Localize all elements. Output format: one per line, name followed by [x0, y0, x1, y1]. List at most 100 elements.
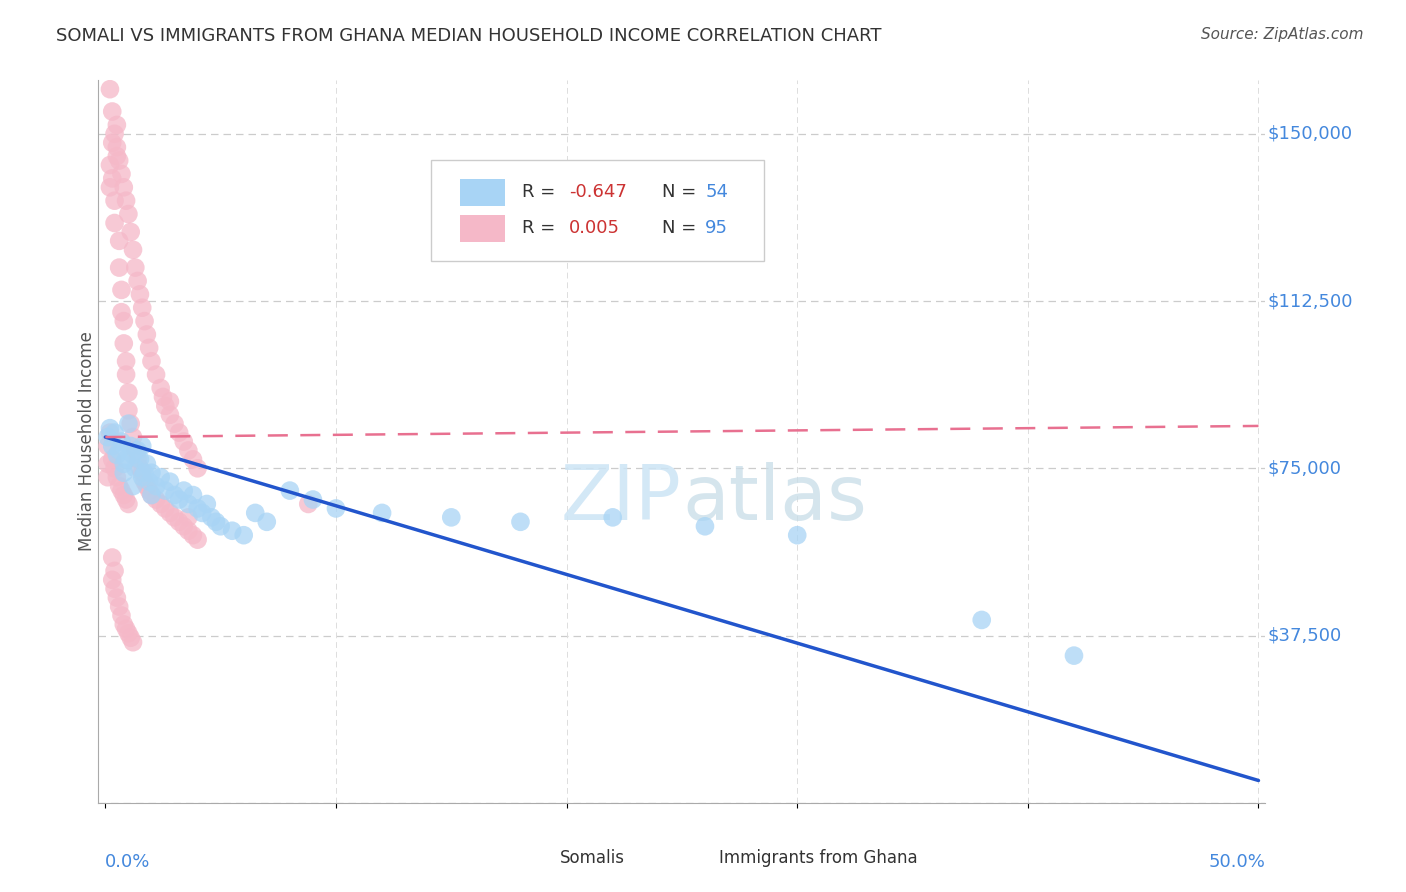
- Text: 54: 54: [706, 183, 728, 202]
- Point: [134, 475, 156, 489]
- Point: [124, 443, 146, 458]
- Point: [127, 443, 149, 458]
- Point: [98, 180, 121, 194]
- Point: [105, 118, 128, 132]
- Point: [101, 439, 124, 453]
- Point: [209, 519, 232, 533]
- Point: [134, 466, 156, 480]
- Point: [112, 180, 135, 194]
- Point: [98, 421, 121, 435]
- Point: [173, 483, 195, 498]
- FancyBboxPatch shape: [671, 848, 707, 870]
- Y-axis label: Median Household Income: Median Household Income: [79, 332, 96, 551]
- Point: [131, 301, 153, 315]
- Point: [173, 519, 195, 533]
- Point: [117, 385, 139, 400]
- Point: [120, 225, 142, 239]
- Text: 0.005: 0.005: [568, 219, 620, 237]
- Point: [145, 368, 167, 382]
- Point: [115, 368, 138, 382]
- Point: [195, 497, 218, 511]
- Point: [167, 492, 190, 507]
- Point: [103, 425, 125, 440]
- FancyBboxPatch shape: [460, 215, 505, 242]
- Point: [187, 461, 209, 475]
- Point: [159, 475, 181, 489]
- Point: [325, 501, 347, 516]
- Point: [145, 492, 167, 507]
- Point: [108, 599, 131, 614]
- Point: [110, 283, 132, 297]
- Point: [159, 394, 181, 409]
- Point: [159, 408, 181, 422]
- Point: [97, 430, 120, 444]
- Point: [129, 461, 152, 475]
- Point: [110, 305, 132, 319]
- FancyBboxPatch shape: [432, 160, 763, 260]
- Point: [124, 260, 146, 275]
- Point: [155, 399, 177, 413]
- Point: [120, 631, 142, 645]
- Point: [256, 515, 278, 529]
- Point: [117, 403, 139, 417]
- Point: [101, 452, 124, 467]
- Point: [181, 452, 204, 467]
- Point: [101, 550, 124, 565]
- Point: [131, 439, 153, 453]
- Text: SOMALI VS IMMIGRANTS FROM GHANA MEDIAN HOUSEHOLD INCOME CORRELATION CHART: SOMALI VS IMMIGRANTS FROM GHANA MEDIAN H…: [56, 27, 882, 45]
- Point: [1063, 648, 1085, 663]
- Point: [129, 287, 152, 301]
- Point: [110, 434, 132, 449]
- Text: $75,000: $75,000: [1268, 459, 1341, 477]
- Point: [110, 483, 132, 498]
- Point: [135, 479, 157, 493]
- Point: [149, 381, 172, 395]
- Point: [970, 613, 993, 627]
- Text: $112,500: $112,500: [1268, 292, 1353, 310]
- Text: 95: 95: [706, 219, 728, 237]
- Point: [117, 417, 139, 431]
- Point: [163, 510, 186, 524]
- Point: [138, 341, 160, 355]
- Point: [302, 492, 325, 507]
- Point: [117, 207, 139, 221]
- Point: [129, 452, 152, 467]
- Point: [187, 533, 209, 547]
- Point: [127, 452, 149, 467]
- Text: Source: ZipAtlas.com: Source: ZipAtlas.com: [1201, 27, 1364, 42]
- Text: Immigrants from Ghana: Immigrants from Ghana: [720, 849, 918, 867]
- Point: [120, 439, 142, 453]
- Text: 0.0%: 0.0%: [105, 854, 150, 871]
- Point: [115, 492, 138, 507]
- Point: [108, 479, 131, 493]
- Text: atlas: atlas: [682, 462, 866, 536]
- Point: [152, 390, 174, 404]
- Point: [103, 582, 125, 596]
- Point: [177, 443, 200, 458]
- Point: [97, 470, 120, 484]
- Point: [98, 82, 121, 96]
- Point: [103, 127, 125, 141]
- Point: [167, 515, 190, 529]
- Text: N =: N =: [662, 219, 702, 237]
- Point: [149, 470, 172, 484]
- Point: [509, 515, 531, 529]
- Point: [110, 608, 132, 623]
- Point: [105, 591, 128, 605]
- Point: [602, 510, 624, 524]
- Point: [122, 243, 145, 257]
- Point: [173, 434, 195, 449]
- Point: [117, 497, 139, 511]
- Point: [98, 425, 121, 440]
- Point: [131, 466, 153, 480]
- Point: [98, 158, 121, 172]
- Text: Somalis: Somalis: [560, 849, 624, 867]
- Point: [97, 457, 120, 471]
- Point: [112, 617, 135, 632]
- Point: [110, 167, 132, 181]
- Point: [297, 497, 319, 511]
- Point: [141, 488, 163, 502]
- Point: [108, 443, 131, 458]
- Point: [181, 488, 204, 502]
- Point: [131, 470, 153, 484]
